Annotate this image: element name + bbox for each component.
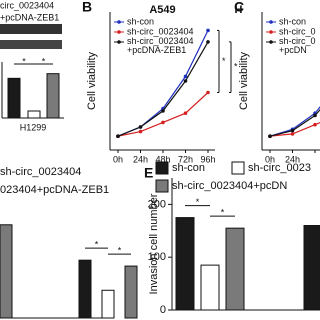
point (183, 74, 188, 79)
y-axis-label: Cell viability (86, 51, 98, 110)
x-tick-label: 24h (133, 154, 148, 164)
point (183, 111, 188, 115)
blot-band (0, 40, 62, 49)
legend-swatch (231, 161, 245, 175)
legend-label: sh-circ_0023404 (0, 166, 81, 178)
sig-label: * (221, 208, 225, 218)
x-tick-label: 48h (155, 154, 170, 164)
y-tick-label: 100 (148, 251, 166, 263)
sig-label: * (234, 62, 238, 72)
point (161, 109, 165, 113)
bar (101, 289, 115, 319)
legend-label: sh-circ_0023404+pcDN (172, 180, 287, 192)
chart-title: A549 (149, 4, 175, 16)
bar (46, 73, 60, 119)
blot-label: +pcDNA-ZEB1 (0, 12, 59, 22)
legend-label: sh-con (127, 16, 154, 26)
blot-band (0, 24, 62, 34)
point (206, 40, 210, 44)
point (138, 129, 143, 134)
point (161, 120, 165, 125)
legend-label: 023404+pcDNA-ZEB1 (0, 184, 109, 196)
sig-label: * (118, 245, 122, 255)
series-line (269, 108, 320, 137)
panel-letter: B (82, 0, 92, 15)
point (206, 28, 210, 33)
y-tick-label: 0 (160, 304, 166, 316)
legend-marker (117, 40, 121, 44)
panel-letter: E (144, 165, 153, 181)
legend-label: sh-con (172, 162, 205, 174)
sig-label: * (22, 56, 26, 66)
bar (200, 264, 220, 311)
x-tick-label: 0h (265, 154, 275, 164)
panel-letter: C (234, 0, 244, 15)
series-line (269, 106, 320, 137)
x-tick-label: 0h (113, 154, 123, 164)
series-line (117, 92, 209, 137)
legend-marker (269, 30, 273, 34)
x-tick-label: 96h (200, 154, 215, 164)
legend-swatch (155, 179, 169, 193)
point (268, 134, 272, 138)
x-axis-label: H1299 (20, 122, 47, 132)
sig-label: * (95, 240, 99, 250)
bar (0, 224, 13, 319)
legend-label: sh-circ_0023 (248, 162, 311, 174)
legend-label: sh-circ_0023404 (127, 26, 194, 36)
bar (27, 110, 41, 119)
y-axis-label: Cell viability (238, 51, 250, 110)
sig-label: * (196, 197, 200, 207)
point (206, 90, 210, 95)
y-axis-label: Invasion cell number (148, 193, 160, 294)
blot-label: circ_0023404 (0, 0, 54, 10)
legend-label: sh-circ_0023404 +pcDNA-ZEB1 (127, 36, 194, 55)
sig-label: * (42, 56, 46, 66)
legend-swatch (155, 161, 169, 175)
bar (7, 77, 21, 119)
point (313, 113, 317, 118)
bar (303, 225, 320, 311)
x-tick-label: 24h (285, 154, 300, 164)
legend-marker (117, 30, 121, 34)
x-tick-label: 72h (178, 154, 193, 164)
legend-marker (269, 20, 273, 24)
legend-label: sh-circ_0 +pcDN (279, 36, 316, 55)
legend-marker (269, 40, 273, 44)
legend-label: sh-circ_0 (279, 26, 316, 36)
point (138, 125, 143, 129)
legend-marker (117, 20, 121, 24)
bar (175, 217, 195, 311)
point (290, 128, 295, 133)
bar (124, 265, 138, 319)
y-tick-label: 200 (148, 198, 166, 210)
point (290, 132, 295, 136)
point (183, 79, 188, 83)
bar (225, 227, 245, 311)
chart-title: H (235, 4, 243, 16)
sig-label: * (222, 56, 226, 66)
point (313, 122, 317, 127)
point (116, 134, 120, 138)
legend-label: sh-con (279, 16, 306, 26)
bar (78, 259, 92, 319)
series-line (269, 122, 320, 137)
